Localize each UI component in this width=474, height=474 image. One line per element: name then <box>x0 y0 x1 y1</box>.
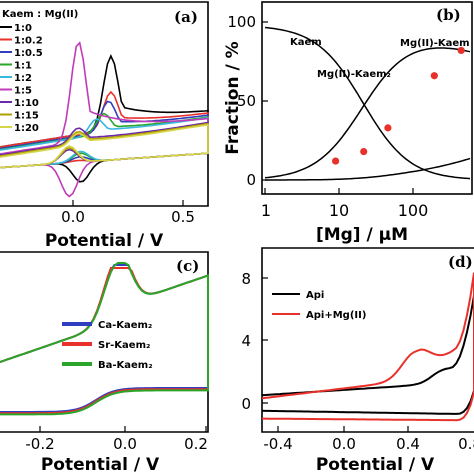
panel-b-points <box>332 46 465 165</box>
panel-d-legend: Api Api+Mg(II) <box>272 290 366 321</box>
panel-d-ytick-label: 8 <box>241 270 251 288</box>
panel-b-point <box>332 157 340 165</box>
panel-a-legend-title: Kaem : Mg(II) <box>2 9 78 20</box>
panel-c-legend-label: Ba-Kaem₂ <box>98 360 153 371</box>
panel-b-point <box>457 46 465 55</box>
panel-c-letter: (c) <box>176 257 199 275</box>
panel-a-xlabel: Potential / V <box>45 231 164 251</box>
panel-b-ytick-label: 50 <box>237 92 256 110</box>
panel-a-legend: 1:0 1:0.21:0.5 1:11:2 1:51:10 1:151:20 <box>0 23 43 134</box>
panel-b-label-mg-kaem: Mg(II)-Kaem <box>400 38 470 49</box>
panel-b-xtick-label: 100 <box>398 201 429 220</box>
panel-c-xtick-label: 0.2 <box>184 435 208 453</box>
panel-b-curve-2 <box>265 157 471 181</box>
panel-b-letter: (b) <box>436 6 461 24</box>
panel-a-curves <box>0 41 209 198</box>
panel-a: (a) Kaem : Mg(II) 1:0 1:0.21:0.5 1:11:2 1:5… <box>0 1 209 251</box>
panel-b-xlabel: [Mg] / μM <box>316 225 408 245</box>
panel-d-frame <box>261 247 474 433</box>
panel-a-legend-label: 1:0.2 <box>14 36 43 47</box>
panel-d-letter: (d) <box>448 253 473 271</box>
panel-b: (b) Kaem Mg(II)-Kaem₂ Mg(II)-Kaem 100 50… <box>223 1 473 245</box>
panel-d-xtick-label: 0.4 <box>396 435 420 453</box>
panel-a-legend-label: 1:5 <box>14 86 32 97</box>
panel-d-curves <box>261 272 474 422</box>
panel-a-legend-label: 1:0 <box>14 23 32 34</box>
panel-d-series-api-mg <box>261 272 474 422</box>
panel-a-series-8 <box>0 123 209 169</box>
panel-c-legend-label: Sr-Kaem₂ <box>98 340 150 351</box>
panel-a-frame <box>0 1 209 207</box>
panel-b-xtick-label: 10 <box>329 201 349 220</box>
panel-b-ylabel: Fraction / % <box>223 41 243 154</box>
panel-b-frame <box>261 1 473 195</box>
panel-d-legend-label: Api+Mg(II) <box>306 310 366 321</box>
panel-d: (d) Api Api+Mg(II) 8 4 0 -0.4 0.0 0.4 0.8… <box>241 247 474 474</box>
panel-a-legend-label: 1:0.5 <box>14 48 43 59</box>
panel-c: (c) Ca-Kaem₂ Sr-Kaem₂ Ba-Kaem₂ -0.2 0.0 0.… <box>0 251 209 474</box>
panel-a-legend-label: 1:10 <box>14 98 39 109</box>
panel-b-point <box>384 124 392 132</box>
panel-a-legend-label: 1:15 <box>14 111 39 122</box>
panel-a-letter: (a) <box>174 8 198 26</box>
panel-b-point <box>430 72 438 80</box>
panel-b-curve-1 <box>264 47 471 179</box>
panel-b-point <box>360 147 368 156</box>
panel-d-xtick-label: -0.4 <box>263 435 292 453</box>
panel-d-ytick-label: 0 <box>241 395 251 413</box>
panel-d-ytick-label: 4 <box>241 332 251 350</box>
panel-a-legend-label: 1:20 <box>14 123 39 134</box>
panel-d-legend-label: Api <box>306 290 324 301</box>
panel-a-legend-label: 1:2 <box>14 73 32 84</box>
panel-d-xtick-label: 0.8 <box>458 435 474 453</box>
panel-b-curves <box>264 26 471 181</box>
panel-c-xtick-label: -0.2 <box>25 435 54 453</box>
panel-c-xlabel: Potential / V <box>41 455 160 474</box>
panel-b-xtick-label: 1 <box>261 201 271 220</box>
panel-b-label-kaem: Kaem <box>290 37 322 48</box>
panel-c-series-2 <box>0 262 209 416</box>
panel-a-xtick-label: 0.0 <box>61 208 85 226</box>
panel-b-ytick-label: 100 <box>227 13 256 31</box>
panel-b-ytick-label: 0 <box>246 171 256 189</box>
panel-c-xtick-label: 0.0 <box>113 435 137 453</box>
panel-d-xtick-label: 0.0 <box>332 435 356 453</box>
panel-b-curve-0 <box>264 26 471 180</box>
panel-b-label-mg-kaem2: Mg(II)-Kaem₂ <box>317 69 391 80</box>
panel-d-xlabel: Potential / V <box>316 455 435 474</box>
panel-a-xtick-label: 0.5 <box>171 208 195 226</box>
panel-c-legend: Ca-Kaem₂ Sr-Kaem₂ Ba-Kaem₂ <box>62 320 153 371</box>
panel-a-legend-label: 1:1 <box>14 61 32 72</box>
panel-c-legend-label: Ca-Kaem₂ <box>98 320 152 331</box>
panel-c-curves <box>0 262 209 416</box>
